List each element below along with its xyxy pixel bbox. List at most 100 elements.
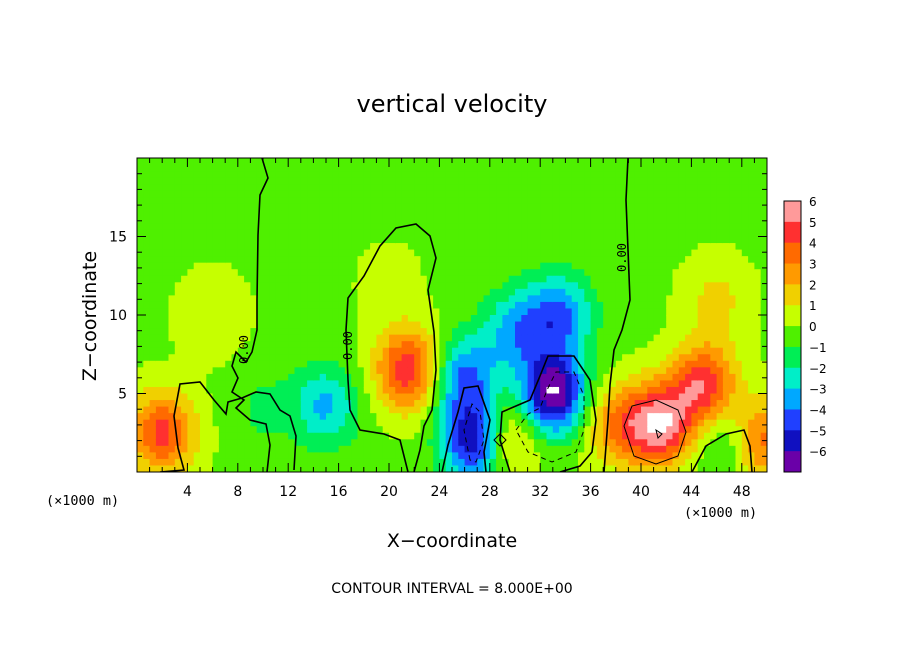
heat-cell bbox=[376, 458, 384, 467]
heat-cell bbox=[326, 413, 333, 421]
heat-cell bbox=[370, 249, 377, 257]
heat-cell bbox=[552, 301, 560, 310]
heat-cell bbox=[269, 158, 277, 166]
heat-cell bbox=[571, 171, 579, 179]
heat-cell bbox=[288, 458, 296, 467]
heat-cell bbox=[464, 452, 472, 460]
heat-cell bbox=[181, 419, 188, 427]
heat-cell bbox=[218, 171, 226, 179]
heat-cell bbox=[741, 315, 749, 323]
heat-cell bbox=[326, 419, 333, 427]
heat-cell bbox=[596, 308, 604, 316]
heat-cell bbox=[496, 236, 503, 244]
heat-cell bbox=[470, 197, 478, 205]
heat-cell bbox=[338, 158, 346, 166]
heat-cell bbox=[275, 354, 283, 362]
heat-cell bbox=[571, 465, 579, 472]
heat-cell bbox=[281, 328, 289, 336]
heat-cell bbox=[729, 432, 737, 440]
heat-cell bbox=[729, 171, 737, 179]
heat-cell bbox=[641, 184, 648, 192]
heat-cell bbox=[571, 164, 579, 172]
heat-cell bbox=[754, 445, 762, 453]
heat-cell bbox=[452, 171, 459, 179]
heat-cell bbox=[666, 256, 674, 264]
heat-cell bbox=[477, 321, 485, 329]
heat-cell bbox=[193, 386, 201, 395]
heat-cell bbox=[149, 256, 157, 264]
heat-cell bbox=[533, 197, 541, 205]
heat-cell bbox=[307, 315, 314, 323]
heat-cell bbox=[263, 275, 270, 283]
heat-cell bbox=[168, 419, 176, 427]
heat-cell bbox=[332, 243, 340, 251]
heat-cell bbox=[552, 164, 560, 172]
heat-cell bbox=[269, 321, 277, 329]
heat-cell bbox=[174, 354, 182, 362]
heat-cell bbox=[256, 256, 264, 264]
heat-cell bbox=[389, 301, 396, 310]
heat-cell bbox=[470, 301, 478, 310]
heat-cell bbox=[174, 334, 182, 342]
heat-cell bbox=[382, 458, 390, 467]
heat-cell bbox=[357, 171, 365, 179]
heat-cell bbox=[741, 184, 749, 192]
heat-cell bbox=[571, 177, 579, 185]
heat-cell bbox=[521, 400, 529, 408]
heat-cell bbox=[559, 249, 566, 257]
heat-cell bbox=[370, 308, 377, 316]
heat-cell bbox=[281, 426, 289, 434]
heat-cell bbox=[250, 269, 258, 277]
heat-cell bbox=[483, 203, 491, 211]
heat-cell bbox=[414, 347, 422, 355]
heat-cell bbox=[672, 315, 680, 323]
heat-cell bbox=[546, 373, 554, 382]
colorbar-label: 3 bbox=[809, 258, 817, 272]
heat-cell bbox=[433, 269, 440, 277]
colorbar-label: −6 bbox=[809, 445, 827, 459]
heat-cell bbox=[628, 321, 636, 329]
heat-cell bbox=[244, 315, 251, 323]
heat-cell bbox=[615, 452, 623, 460]
heat-cell bbox=[263, 256, 270, 264]
heat-cell bbox=[552, 177, 560, 185]
heat-cell bbox=[212, 373, 220, 382]
heat-cell bbox=[628, 184, 636, 192]
heat-cell bbox=[722, 373, 730, 382]
heat-cell bbox=[647, 432, 655, 440]
heat-cell bbox=[464, 328, 472, 336]
heat-cell bbox=[521, 158, 529, 166]
heat-cell bbox=[760, 328, 767, 336]
heat-cell bbox=[571, 223, 579, 231]
heat-cell bbox=[546, 328, 554, 336]
heat-cell bbox=[559, 158, 566, 166]
heat-cell bbox=[269, 406, 277, 414]
heat-cell bbox=[685, 158, 692, 166]
heat-cell bbox=[452, 334, 459, 342]
heat-cell bbox=[187, 413, 195, 421]
heat-cell bbox=[395, 275, 403, 283]
heat-cell bbox=[307, 288, 314, 296]
heat-cell bbox=[181, 184, 188, 192]
heat-cell bbox=[559, 164, 566, 172]
heat-cell bbox=[596, 432, 604, 440]
heat-cell bbox=[407, 288, 415, 296]
heat-cell bbox=[420, 203, 428, 211]
heat-cell bbox=[760, 243, 767, 251]
heat-cell bbox=[546, 171, 554, 179]
heat-cell bbox=[263, 315, 270, 323]
heat-cell bbox=[420, 269, 428, 277]
heat-cell bbox=[477, 334, 485, 342]
heat-cell bbox=[634, 164, 642, 172]
heat-cell bbox=[546, 184, 554, 192]
heat-cell bbox=[685, 315, 692, 323]
heat-cell bbox=[641, 243, 648, 251]
heat-cell bbox=[143, 236, 151, 244]
heat-cell bbox=[489, 269, 497, 277]
heat-cell bbox=[565, 406, 573, 414]
heat-cell bbox=[212, 223, 220, 231]
heat-cell bbox=[540, 301, 548, 310]
heat-cell bbox=[445, 426, 453, 434]
heat-cell bbox=[326, 380, 333, 388]
heat-cell bbox=[653, 458, 661, 467]
